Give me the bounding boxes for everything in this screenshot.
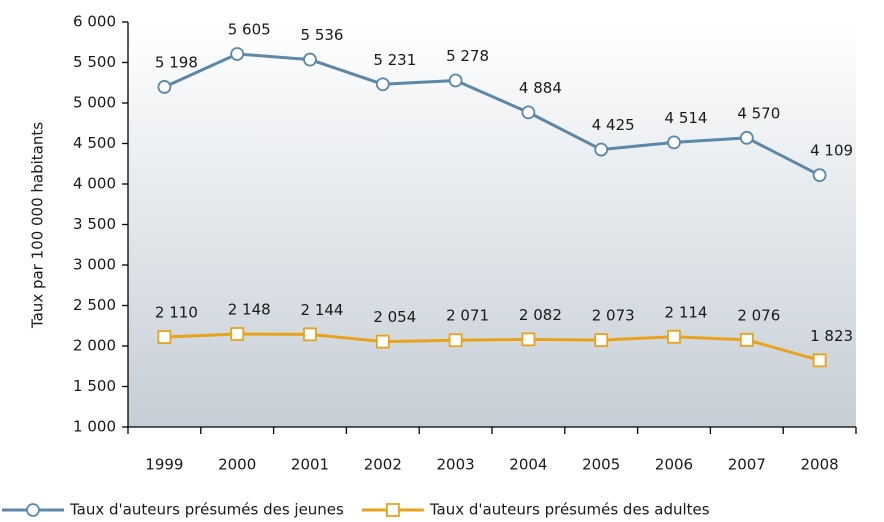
marker xyxy=(448,73,463,88)
marker xyxy=(739,130,754,145)
data-label: 2 082 xyxy=(519,306,562,324)
x-tick-label: 2004 xyxy=(509,456,547,474)
marker xyxy=(667,329,681,344)
x-tick-label: 2007 xyxy=(728,456,766,474)
y-tick-label: 1 500 xyxy=(73,377,116,395)
data-label: 5 605 xyxy=(228,20,271,38)
series-line xyxy=(164,332,821,362)
y-tick-label: 3 500 xyxy=(73,215,116,233)
marker xyxy=(812,353,827,368)
marker xyxy=(375,334,390,349)
data-label: 5 278 xyxy=(446,47,489,65)
data-label: 1 823 xyxy=(810,327,853,345)
plot-background xyxy=(128,22,856,427)
y-tick-label: 2 500 xyxy=(73,296,116,314)
y-tick-label: 5 500 xyxy=(73,53,116,71)
data-label: 5 231 xyxy=(373,51,416,69)
marker xyxy=(230,327,245,341)
data-label: 5 198 xyxy=(155,53,198,71)
y-tick-label: 1 000 xyxy=(73,418,116,436)
marker xyxy=(812,168,827,183)
marker xyxy=(448,333,463,348)
marker xyxy=(303,327,317,342)
x-tick-label: 2005 xyxy=(582,456,620,474)
x-tick-label: 2001 xyxy=(291,456,329,474)
marker xyxy=(385,503,400,517)
x-tick-label: 2003 xyxy=(437,456,475,474)
data-label: 4 570 xyxy=(737,104,780,122)
y-tick-label: 5 000 xyxy=(73,94,116,112)
marker xyxy=(521,332,536,347)
x-tick-label: 2002 xyxy=(364,456,402,474)
y-tick-label: 4 000 xyxy=(73,175,116,193)
y-axis-label: Taux par 100 000 habitants xyxy=(29,122,47,329)
marker xyxy=(26,503,40,517)
x-tick-label: 2008 xyxy=(801,456,839,474)
data-label: 2 071 xyxy=(446,307,489,325)
y-tick-label: 2 000 xyxy=(73,337,116,355)
data-label: 2 076 xyxy=(737,306,780,324)
data-label: 2 054 xyxy=(373,308,416,326)
data-label: 2 110 xyxy=(155,304,198,322)
data-label: 2 073 xyxy=(592,307,635,325)
data-label: 4 514 xyxy=(665,109,708,127)
marker xyxy=(303,52,317,67)
legend-label: Taux d'auteurs présumés des jeunes xyxy=(69,501,344,519)
marker xyxy=(594,142,609,157)
data-label: 5 536 xyxy=(301,26,344,44)
data-label: 2 114 xyxy=(665,303,708,321)
marker xyxy=(157,330,172,344)
marker xyxy=(230,47,245,61)
data-label: 4 884 xyxy=(519,79,562,97)
x-tick-label: 1999 xyxy=(145,456,183,474)
marker xyxy=(667,135,681,150)
data-label: 2 144 xyxy=(301,301,344,319)
marker xyxy=(157,80,172,94)
data-label: 4 425 xyxy=(592,116,635,134)
marker xyxy=(521,105,536,120)
marker xyxy=(375,77,390,92)
legend-label: Taux d'auteurs présumés des adultes xyxy=(429,501,710,519)
marker xyxy=(739,332,754,347)
marker xyxy=(594,333,609,347)
data-label: 4 109 xyxy=(810,142,853,160)
y-tick-label: 3 000 xyxy=(73,256,116,274)
series-line xyxy=(163,52,821,177)
data-label: 2 148 xyxy=(228,301,271,319)
x-tick-label: 2006 xyxy=(655,456,693,474)
x-tick-label: 2000 xyxy=(218,456,256,474)
y-tick-label: 6 000 xyxy=(73,13,116,31)
y-tick-label: 4 500 xyxy=(73,134,116,152)
